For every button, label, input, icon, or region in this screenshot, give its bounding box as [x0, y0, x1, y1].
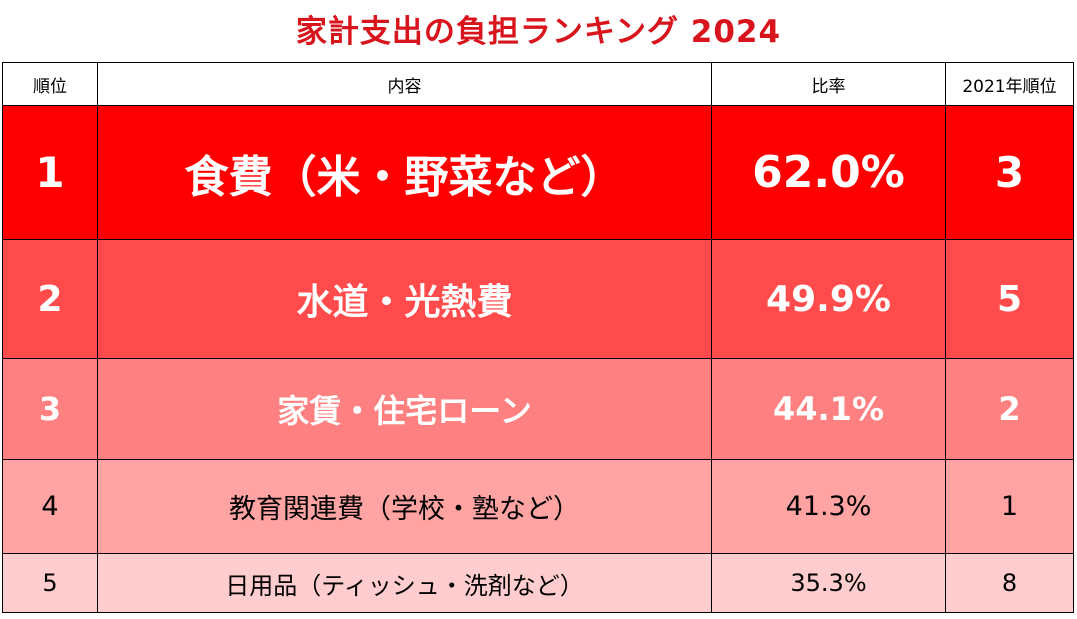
- header-rank: 順位: [2, 62, 98, 106]
- content-cell: 家賃・住宅ローン: [97, 358, 712, 460]
- rank-2021-cell: 5: [945, 239, 1074, 359]
- rank-cell: 4: [2, 459, 98, 554]
- ratio-cell: 44.1%: [711, 358, 946, 460]
- rank-cell: 2: [2, 239, 98, 359]
- ratio-cell: 49.9%: [711, 239, 946, 359]
- rank-cell: 3: [2, 358, 98, 460]
- content-cell: 教育関連費（学校・塾など）: [97, 459, 712, 554]
- content-cell: 日用品（ティッシュ・洗剤など）: [97, 553, 712, 613]
- ratio-cell: 41.3%: [711, 459, 946, 554]
- rank-2021-cell: 1: [945, 459, 1074, 554]
- content-cell: 食費（米・野菜など）: [97, 105, 712, 240]
- table-row: 4 教育関連費（学校・塾など） 41.3% 1: [2, 459, 1074, 554]
- page-title: 家計支出の負担ランキング 2024: [295, 13, 782, 50]
- content-cell: 水道・光熱費: [97, 239, 712, 359]
- header-content: 内容: [97, 62, 712, 106]
- table-row: 2 水道・光熱費 49.9% 5: [2, 239, 1074, 359]
- rank-2021-cell: 3: [945, 105, 1074, 240]
- header-ratio: 比率: [711, 62, 946, 106]
- rank-cell: 1: [2, 105, 98, 240]
- ratio-cell: 62.0%: [711, 105, 946, 240]
- table-row: 5 日用品（ティッシュ・洗剤など） 35.3% 8: [2, 553, 1074, 613]
- table-row: 3 家賃・住宅ローン 44.1% 2: [2, 358, 1074, 460]
- rank-2021-cell: 8: [945, 553, 1074, 613]
- header-rank-2021: 2021年順位: [945, 62, 1074, 106]
- rank-cell: 5: [2, 553, 98, 613]
- ratio-cell: 35.3%: [711, 553, 946, 613]
- ranking-table: 順位 内容 比率 2021年順位 1 食費（米・野菜など） 62.0% 3 2 …: [2, 62, 1074, 613]
- table-row: 1 食費（米・野菜など） 62.0% 3: [2, 105, 1074, 240]
- rank-2021-cell: 2: [945, 358, 1074, 460]
- header-row: 順位 内容 比率 2021年順位: [2, 62, 1074, 106]
